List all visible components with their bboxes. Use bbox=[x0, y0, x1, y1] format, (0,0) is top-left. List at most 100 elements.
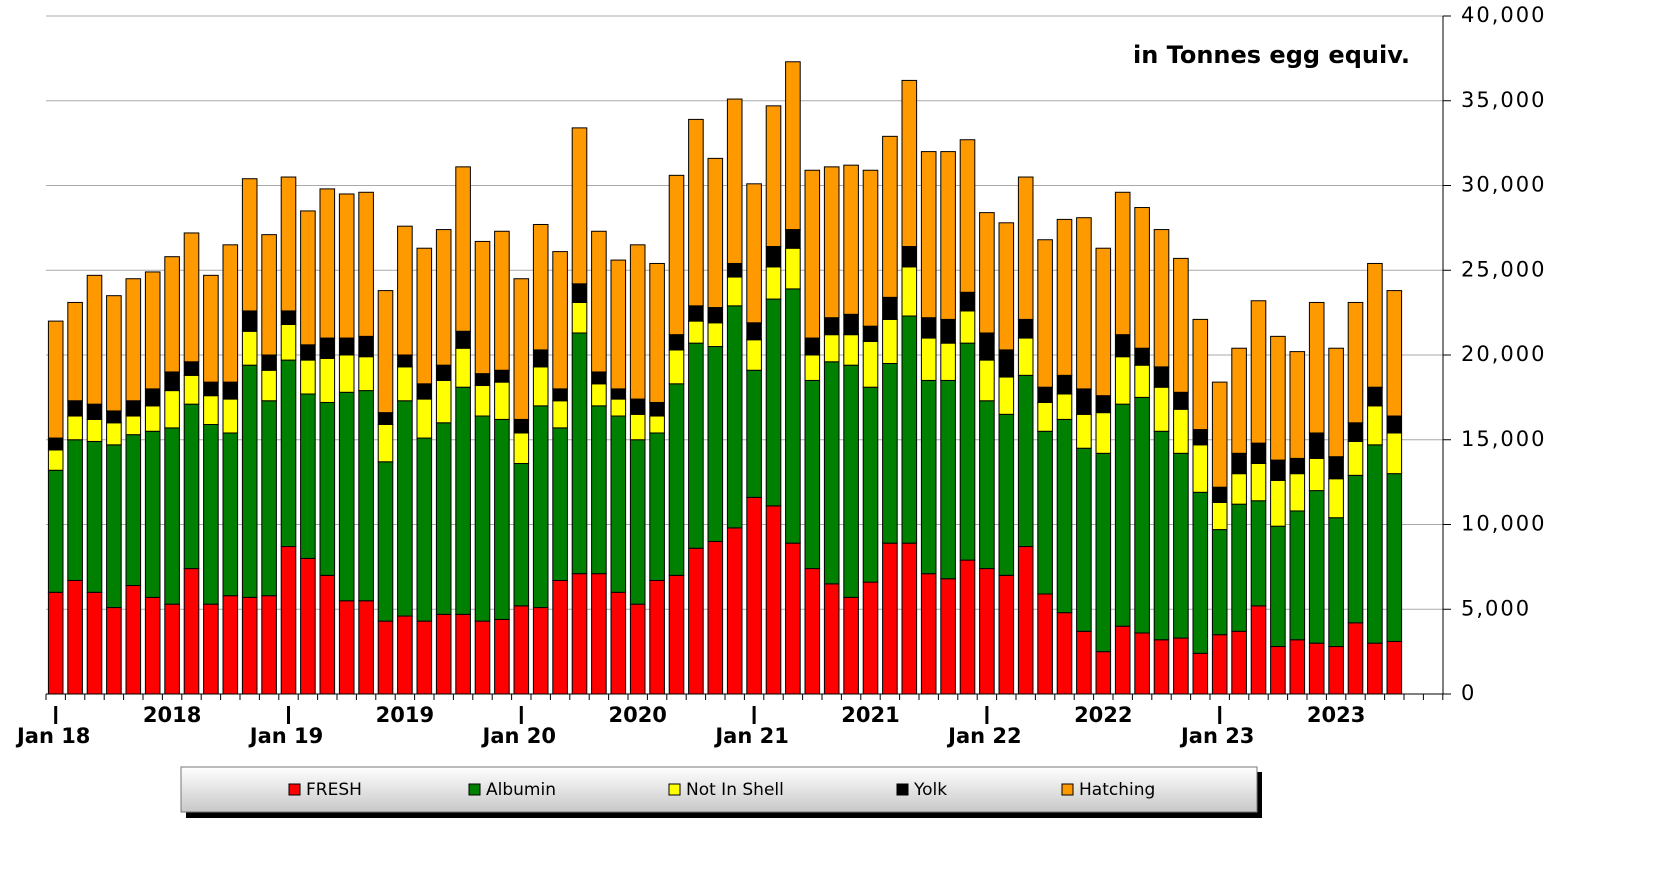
bar-segment bbox=[1173, 452, 1189, 639]
bar-segment bbox=[241, 310, 258, 332]
bar-segment bbox=[203, 381, 219, 397]
bar-segment bbox=[1250, 462, 1267, 502]
bar-segment bbox=[1173, 257, 1189, 393]
bar-segment bbox=[1386, 432, 1403, 475]
bar-segment bbox=[67, 579, 83, 695]
bar-segment bbox=[1231, 347, 1247, 454]
bar-segment bbox=[435, 613, 452, 695]
bar-segment bbox=[144, 430, 161, 598]
bar-segment bbox=[1173, 408, 1189, 454]
bar-segment bbox=[1328, 646, 1344, 695]
bar-segment bbox=[222, 398, 239, 434]
year-label: 2021 bbox=[841, 703, 899, 727]
bar-segment bbox=[707, 322, 724, 348]
bar-segment bbox=[552, 427, 568, 581]
bar-segment bbox=[882, 135, 898, 298]
bar-segment bbox=[455, 166, 471, 332]
bar-segment bbox=[1192, 429, 1209, 446]
bar-segment bbox=[47, 591, 64, 695]
legend bbox=[180, 766, 1258, 813]
bar-segment bbox=[1017, 337, 1034, 376]
bar-segment bbox=[882, 362, 898, 544]
x-tick-label: Jan 19 bbox=[248, 724, 323, 748]
bar-segment bbox=[67, 301, 83, 402]
bar-segment bbox=[959, 342, 976, 561]
bar-segment bbox=[1037, 239, 1053, 388]
bar-segment bbox=[338, 337, 355, 356]
bar-segment bbox=[998, 413, 1015, 576]
bar-segment bbox=[300, 557, 316, 695]
bar-segment bbox=[591, 383, 607, 407]
bar-segment bbox=[261, 595, 277, 695]
bar-segment bbox=[1231, 503, 1247, 632]
bar-segment bbox=[1289, 473, 1306, 512]
y-tick-label: 15,000 bbox=[1461, 427, 1546, 451]
bar-segment bbox=[125, 415, 142, 436]
bar-segment bbox=[804, 169, 821, 339]
bar-segment bbox=[668, 174, 685, 336]
bar-segment bbox=[241, 330, 258, 366]
bar-segment bbox=[901, 315, 918, 544]
bar-segment bbox=[1192, 652, 1209, 695]
bar-segment bbox=[241, 596, 258, 695]
bar-segment bbox=[183, 232, 200, 363]
bar-segment bbox=[106, 410, 122, 424]
bar-segment bbox=[1056, 612, 1073, 695]
bar-segment bbox=[688, 342, 704, 549]
bar-segment bbox=[397, 366, 413, 402]
bar-segment bbox=[183, 361, 200, 376]
bar-segment bbox=[668, 574, 685, 695]
bar-segment bbox=[1308, 490, 1325, 644]
bar-segment bbox=[979, 359, 995, 402]
x-tick-label: Jan 22 bbox=[946, 724, 1021, 748]
bar-segment bbox=[726, 527, 743, 695]
bar-segment bbox=[397, 615, 413, 695]
bar-segment bbox=[358, 335, 374, 358]
bar-segment bbox=[144, 271, 161, 390]
y-tick-label: 0 bbox=[1461, 681, 1476, 705]
bar-segment bbox=[1134, 364, 1150, 398]
bar-segment bbox=[513, 418, 530, 434]
bar-segment bbox=[1134, 347, 1150, 366]
y-tick-label: 25,000 bbox=[1461, 257, 1546, 281]
bar-segment bbox=[979, 332, 995, 361]
bar-segment bbox=[1037, 386, 1053, 403]
bar-segment bbox=[571, 332, 588, 575]
bar-segment bbox=[67, 439, 83, 581]
bar-segment bbox=[1076, 630, 1092, 695]
bar-segment bbox=[882, 542, 898, 695]
bar-segment bbox=[862, 386, 879, 583]
bar-segment bbox=[1056, 393, 1073, 420]
bar-segment bbox=[746, 322, 762, 341]
bar-segment bbox=[1367, 405, 1383, 446]
bar-segment bbox=[688, 305, 704, 322]
bar-segment bbox=[280, 359, 297, 548]
bar-segment bbox=[125, 278, 142, 402]
bar-segment bbox=[532, 349, 549, 368]
bar-segment bbox=[435, 379, 452, 424]
bar-segment bbox=[164, 371, 180, 392]
bar-segment bbox=[338, 193, 355, 339]
bar-segment bbox=[494, 418, 510, 620]
bar-segment bbox=[261, 354, 277, 371]
bar-segment bbox=[843, 364, 859, 598]
bar-segment bbox=[358, 390, 374, 602]
bar-segment bbox=[1231, 630, 1247, 695]
legend-label: Yolk bbox=[913, 780, 947, 800]
bar-segment bbox=[746, 183, 762, 324]
bar-segment bbox=[940, 342, 956, 381]
bar-segment bbox=[726, 98, 743, 264]
bar-segment bbox=[203, 395, 219, 425]
bar-segment bbox=[416, 620, 433, 695]
bar-segment bbox=[804, 568, 821, 695]
bar-segment bbox=[455, 386, 471, 615]
bar-segment bbox=[1386, 640, 1403, 695]
bar-segment bbox=[1367, 386, 1383, 407]
bar-segment bbox=[920, 573, 937, 695]
bar-segment bbox=[358, 191, 374, 337]
bar-segment bbox=[106, 295, 122, 412]
year-label: 2019 bbox=[376, 703, 434, 727]
x-tick-label: Jan 20 bbox=[481, 724, 556, 748]
year-label: 2022 bbox=[1074, 703, 1132, 727]
bar-segment bbox=[300, 344, 316, 361]
